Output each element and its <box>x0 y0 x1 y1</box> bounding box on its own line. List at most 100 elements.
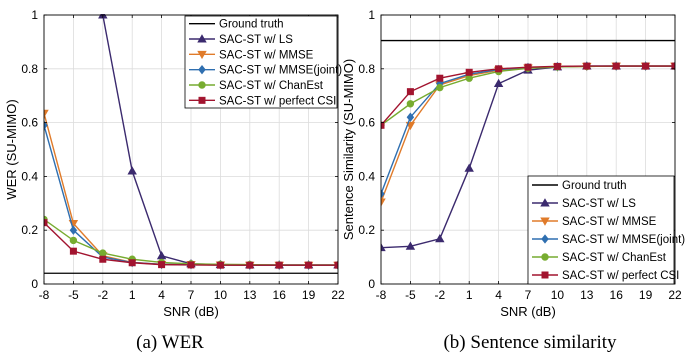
legend-box <box>527 175 675 285</box>
data-point <box>406 112 415 122</box>
data-point <box>493 78 504 88</box>
y-tick-label: 0.8 <box>358 62 375 76</box>
figure-caption: (a) WER <box>136 332 204 353</box>
legend-marker <box>541 253 549 261</box>
data-point <box>381 121 385 129</box>
chart-panel-1: -8 -5 -2 1 4 7 10 13 16 19 22 0 0.2 0.4 0.6 0.8 1 SNR (dB… <box>4 8 345 319</box>
data-point <box>436 83 444 92</box>
legend-marker <box>198 96 206 104</box>
legend-marker <box>198 64 206 75</box>
data-point <box>69 247 77 255</box>
data-point <box>495 65 503 73</box>
y-tick-label: 0.8 <box>21 62 38 76</box>
series-perfect <box>44 219 338 269</box>
x-tick-label: 10 <box>551 288 565 302</box>
x-tick-label: 4 <box>495 288 502 302</box>
x-tick-label: -5 <box>405 288 416 302</box>
legend-entry: Ground truth <box>189 19 284 31</box>
x-tick-label: 10 <box>214 288 228 302</box>
legend-entry: SAC-ST w/ ChanEst <box>189 80 324 92</box>
y-tick-label: 0.2 <box>358 223 375 237</box>
data-point <box>381 198 386 207</box>
data-point <box>305 261 313 269</box>
legend-entry: SAC-ST w/ MMSE <box>189 49 314 61</box>
x-tick-label: -8 <box>39 288 50 302</box>
data-point <box>69 225 78 235</box>
legend-marker <box>197 34 207 43</box>
legend-marker <box>540 198 550 207</box>
y-tick-label: 0 <box>368 277 375 291</box>
x-tick-label: 13 <box>243 288 257 302</box>
x-tick-label: 1 <box>466 288 473 302</box>
legend-marker <box>540 217 550 226</box>
x-tick-label: 19 <box>639 288 653 302</box>
legend-label: SAC-ST w/ LS <box>562 198 636 210</box>
y-tick-label: 1 <box>31 8 38 22</box>
legend-entry: SAC-ST w/ LS <box>532 198 636 210</box>
legend-label: SAC-ST w/ MMSE <box>219 49 314 61</box>
y-tick-label: 0.4 <box>21 169 38 183</box>
legend-entry: SAC-ST w/ perfect CSI <box>532 270 679 282</box>
data-point <box>464 163 474 172</box>
data-point <box>381 242 386 252</box>
data-point <box>216 261 224 269</box>
legend-label: SAC-ST w/ ChanEst <box>219 80 324 92</box>
series-perfect <box>381 62 675 129</box>
legend-entry: SAC-ST w/ ChanEst <box>532 252 667 264</box>
legend-marker <box>541 234 549 244</box>
legend-marker <box>198 81 206 89</box>
x-tick-label: -2 <box>434 288 445 302</box>
legend-label: SAC-ST w/ MMSE(joint) <box>219 65 342 77</box>
legend-box <box>184 15 338 109</box>
data-point <box>524 63 532 71</box>
y-tick-label: 0.2 <box>21 223 38 237</box>
data-point <box>127 166 137 175</box>
legend-label: SAC-ST w/ LS <box>219 34 293 46</box>
x-tick-label: 1 <box>129 288 136 302</box>
data-point <box>187 261 195 269</box>
legend-entry: SAC-ST w/ perfect CSI <box>189 95 336 107</box>
x-tick-label: 7 <box>188 288 195 302</box>
legend-label: SAC-ST w/ perfect CSI <box>219 95 336 107</box>
data-point <box>381 189 385 199</box>
data-point <box>465 68 473 76</box>
data-point <box>275 261 283 269</box>
legend-label: SAC-ST w/ MMSE <box>562 216 657 228</box>
x-tick-label: 7 <box>525 288 532 302</box>
data-point <box>44 219 48 227</box>
legend-label: SAC-ST w/ perfect CSI <box>562 270 679 282</box>
legend-label: SAC-ST w/ MMSE(joint) <box>562 234 685 246</box>
data-point <box>465 74 473 82</box>
x-axis-label: SNR (dB) <box>500 304 556 319</box>
legend-entry: SAC-ST w/ MMSE(joint) <box>189 65 342 77</box>
data-point <box>405 241 416 250</box>
x-tick-label: -2 <box>97 288 108 302</box>
data-point <box>99 255 107 263</box>
data-point <box>553 62 561 70</box>
figure-caption: (b) Sentence similarity <box>443 332 617 353</box>
legend-label: Ground truth <box>562 180 627 192</box>
y-tick-label: 0 <box>31 277 38 291</box>
x-tick-label: 4 <box>158 288 165 302</box>
x-tick-label: -5 <box>68 288 79 302</box>
legend-entry: Ground truth <box>532 180 627 192</box>
y-axis-label: WER (SU-MIMO) <box>4 99 19 199</box>
data-point <box>436 74 444 82</box>
y-tick-label: 0.4 <box>358 169 375 183</box>
data-point <box>246 261 254 269</box>
data-point <box>435 234 445 243</box>
y-axis-label: Sentence Similarity (SU-MIMO) <box>341 59 356 240</box>
y-tick-label: 0.6 <box>21 116 38 130</box>
legend-marker <box>197 50 207 60</box>
x-tick-label: 19 <box>302 288 316 302</box>
y-tick-label: 1 <box>368 8 375 22</box>
data-point <box>44 109 49 118</box>
legend-marker <box>541 271 549 279</box>
legend: Ground truth SAC-ST w/ LS SAC-ST w/ MMSE SA… <box>184 15 342 109</box>
legend-entry: SAC-ST w/ LS <box>189 34 293 46</box>
x-tick-label: 16 <box>273 288 287 302</box>
x-tick-label: 22 <box>331 288 345 302</box>
x-tick-label: -8 <box>376 288 387 302</box>
x-tick-label: 13 <box>580 288 594 302</box>
